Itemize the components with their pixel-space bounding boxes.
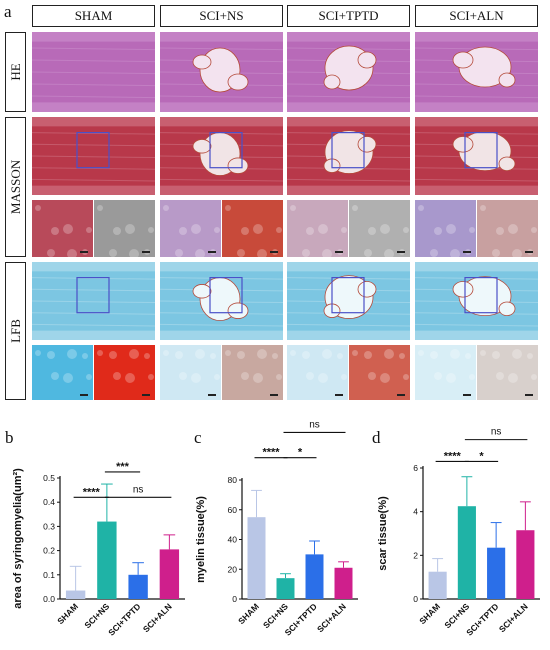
zoom-lfb-0-left: [32, 345, 93, 400]
zoom-lfb-1-right: [222, 345, 283, 400]
row-label-he-text: HE: [7, 63, 23, 81]
y-tick-label: 0.5: [43, 473, 55, 483]
chart-syringomyelia-area: 0.0 0.1 0.2 0.3 0.4 0.5 area of syringomyelia(…: [12, 461, 185, 638]
column-header-sham: SHAM: [32, 5, 155, 27]
y-tick-label: 0: [232, 594, 237, 604]
zoom-masson-1-left: [160, 200, 221, 257]
bar-sci-aln: [516, 530, 535, 599]
panel-letter-a: a: [4, 2, 12, 21]
significance-label: ***: [116, 461, 130, 473]
x-tick-label: SHAM: [236, 601, 261, 626]
bar-sci-tptd: [487, 547, 506, 599]
panel-letter-b: b: [5, 428, 14, 447]
bar-sci-ns: [97, 521, 117, 599]
y-tick-label: 2: [413, 550, 418, 560]
column-header-sci-tptd: SCI+TPTD: [287, 5, 410, 27]
significance-label: ns: [309, 419, 320, 430]
panel-letter-d: d: [372, 428, 381, 447]
bar-sham: [247, 517, 266, 599]
x-tick-label: SCI+NS: [82, 601, 111, 630]
y-tick-label: 0.1: [43, 570, 55, 580]
significance-label: *: [479, 450, 484, 462]
y-axis-label: area of syringomyelia(um²): [12, 468, 24, 609]
x-tick-label: SCI+ALN: [141, 601, 174, 634]
y-tick-label: 80: [228, 475, 238, 485]
significance-label: ****: [262, 447, 280, 459]
y-tick-label: 60: [228, 505, 238, 515]
histology-he-3: [415, 32, 538, 112]
x-tick-label: SCI+NS: [442, 601, 471, 630]
y-axis-label: scar tissue(%): [377, 496, 389, 571]
x-tick-label: SCI+TPTD: [106, 601, 142, 637]
histology-lfb-0: [32, 262, 155, 340]
significance-label: ns: [133, 484, 144, 495]
panel-letter-c: c: [194, 428, 202, 447]
y-tick-label: 0.0: [43, 594, 55, 604]
zoom-masson-1-right: [222, 200, 283, 257]
zoom-masson-0-left: [32, 200, 93, 257]
column-header-sci-aln: SCI+ALN: [415, 5, 538, 27]
row-label-masson: MASSON: [5, 117, 26, 257]
histology-masson-2: [287, 117, 410, 195]
row-label-he: HE: [5, 32, 26, 112]
significance-label: ns: [491, 427, 502, 438]
zoom-masson-3-left: [415, 200, 476, 257]
histology-lfb-3: [415, 262, 538, 340]
bar-sci-aln: [334, 567, 353, 599]
y-tick-label: 0: [413, 594, 418, 604]
y-tick-label: 0.3: [43, 521, 55, 531]
y-tick-label: 20: [228, 564, 238, 574]
x-tick-label: SHAM: [417, 601, 442, 626]
y-tick-label: 6: [413, 463, 418, 473]
y-tick-label: 40: [228, 535, 238, 545]
bar-sci-tptd: [305, 554, 324, 599]
y-axis-label: myelin tissue(%): [195, 496, 207, 583]
y-tick-label: 0.2: [43, 546, 55, 556]
zoom-masson-3-right: [477, 200, 538, 257]
significance-label: ****: [444, 450, 462, 462]
bar-sci-tptd: [128, 574, 148, 599]
bar-sci-ns: [457, 506, 476, 599]
zoom-masson-2-left: [287, 200, 348, 257]
significance-label: *: [298, 447, 303, 459]
zoom-lfb-1-left: [160, 345, 221, 400]
row-label-lfb: LFB: [5, 262, 26, 400]
zoom-masson-0-right: [94, 200, 155, 257]
x-tick-label: SHAM: [55, 601, 80, 626]
zoom-lfb-3-right: [477, 345, 538, 400]
zoom-lfb-2-right: [349, 345, 410, 400]
significance-label: ****: [83, 486, 101, 498]
x-tick-label: SCI+NS: [261, 601, 290, 630]
bar-sham: [428, 571, 447, 599]
x-tick-label: SCI+TPTD: [464, 601, 500, 637]
histology-he-2: [287, 32, 410, 112]
histology-masson-3: [415, 117, 538, 195]
column-header-sci-ns: SCI+NS: [160, 5, 283, 27]
histology-masson-0: [32, 117, 155, 195]
row-label-masson-text: MASSON: [7, 159, 23, 215]
bar-sci-ns: [276, 578, 295, 599]
zoom-lfb-0-right: [94, 345, 155, 400]
chart-scar-tissue: 0 2 4 6 scar tissue(%) SHAM SCI+NSSCI+TPTDSCI+…: [377, 427, 540, 638]
histology-he-1: [160, 32, 283, 112]
zoom-masson-2-right: [349, 200, 410, 257]
row-label-lfb-text: LFB: [7, 319, 23, 343]
histology-lfb-1: [160, 262, 283, 340]
bar-sci-aln: [159, 549, 180, 599]
bar-sham: [65, 590, 86, 599]
histology-masson-1: [160, 117, 283, 195]
y-tick-label: 0.4: [43, 497, 55, 507]
zoom-lfb-2-left: [287, 345, 348, 400]
zoom-lfb-3-left: [415, 345, 476, 400]
y-tick-label: 4: [413, 507, 418, 517]
histology-lfb-2: [287, 262, 410, 340]
x-tick-label: SCI+ALN: [497, 601, 530, 634]
x-tick-label: SCI+ALN: [315, 601, 348, 634]
histology-he-0: [32, 32, 155, 112]
